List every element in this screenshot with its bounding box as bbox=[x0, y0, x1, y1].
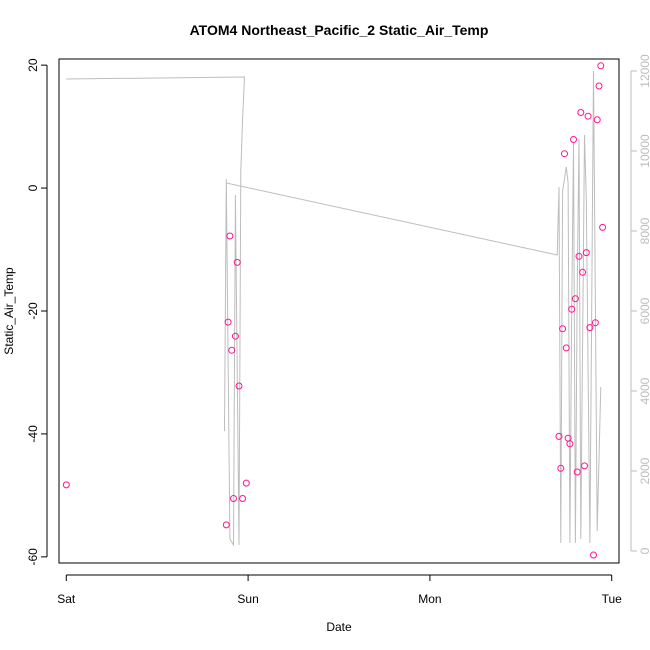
data-point-22 bbox=[575, 252, 583, 260]
data-point-13 bbox=[559, 325, 567, 333]
y-tick-label-2: -20 bbox=[26, 302, 40, 320]
x-tick-label-0: Sat bbox=[57, 592, 76, 606]
data-point-3 bbox=[226, 232, 234, 240]
y2-tick-label-4: 8000 bbox=[638, 217, 650, 244]
temperature-point-layer bbox=[62, 62, 607, 559]
y2-tick-label-1: 2000 bbox=[638, 457, 650, 484]
data-point-0 bbox=[62, 481, 70, 489]
x-axis-label: Date bbox=[326, 620, 352, 634]
data-point-25 bbox=[581, 462, 588, 470]
y2-tick-label-3: 6000 bbox=[638, 297, 650, 324]
data-point-26 bbox=[582, 249, 590, 257]
altitude-line-layer bbox=[66, 70, 602, 547]
y2-tick-label-0: 0 bbox=[638, 547, 650, 554]
data-point-1 bbox=[222, 521, 230, 529]
y-axis-label: Static_Air_Temp bbox=[2, 267, 16, 355]
data-point-2 bbox=[224, 318, 232, 326]
data-point-24 bbox=[579, 268, 587, 276]
axis-layer: Sat Sun Mon Tue 20 0 -20 -40 -60 0 2000 4000 6000 800… bbox=[26, 54, 650, 606]
data-point-29 bbox=[590, 551, 597, 559]
y2-tick-label-5: 10000 bbox=[638, 134, 650, 168]
data-point-11 bbox=[555, 432, 563, 440]
data-point-27 bbox=[584, 112, 592, 120]
data-point-21 bbox=[573, 468, 581, 476]
x-tick-label-3: Tue bbox=[602, 592, 623, 606]
data-point-30 bbox=[591, 319, 599, 327]
data-point-32 bbox=[595, 82, 603, 90]
data-point-6 bbox=[231, 332, 239, 340]
data-point-12 bbox=[557, 464, 565, 472]
data-point-23 bbox=[577, 109, 585, 116]
data-point-9 bbox=[239, 495, 247, 502]
data-point-5 bbox=[230, 495, 237, 502]
data-point-28 bbox=[586, 324, 594, 332]
chart-title: ATOM4 Northeast_Pacific_2 Static_Air_Tem… bbox=[190, 22, 489, 38]
data-point-4 bbox=[228, 346, 236, 354]
data-point-8 bbox=[235, 382, 243, 390]
data-point-20 bbox=[571, 295, 579, 303]
data-point-31 bbox=[593, 116, 601, 124]
data-point-15 bbox=[562, 344, 570, 352]
data-point-10 bbox=[242, 479, 250, 487]
data-point-18 bbox=[568, 305, 576, 313]
y-tick-label-0: 20 bbox=[26, 58, 40, 72]
data-point-33 bbox=[597, 62, 605, 70]
data-point-34 bbox=[599, 223, 607, 231]
altitude-series-line bbox=[66, 70, 602, 547]
y2-tick-label-2: 4000 bbox=[638, 377, 650, 404]
x-tick-label-1: Sun bbox=[237, 592, 258, 606]
y-tick-label-1: 0 bbox=[26, 184, 40, 191]
y2-tick-label-6: 12000 bbox=[638, 54, 650, 88]
data-point-17 bbox=[566, 440, 574, 448]
data-point-14 bbox=[561, 150, 568, 158]
x-tick-label-2: Mon bbox=[418, 592, 441, 606]
plot-frame bbox=[58, 58, 620, 564]
y-tick-label-4: -60 bbox=[26, 548, 40, 566]
data-point-7 bbox=[233, 258, 241, 266]
y-tick-label-3: -40 bbox=[26, 425, 40, 443]
data-point-19 bbox=[570, 136, 577, 143]
